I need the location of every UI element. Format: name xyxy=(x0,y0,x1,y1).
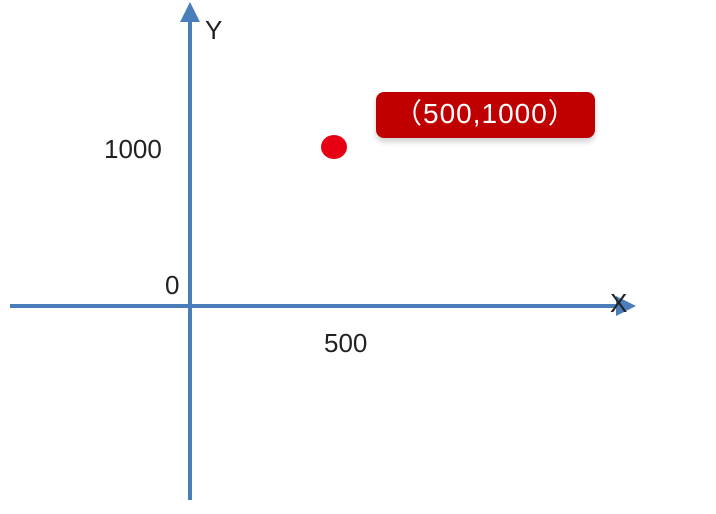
data-point xyxy=(321,135,347,159)
x-axis-line xyxy=(10,304,618,308)
x-tick-500: 500 xyxy=(324,328,367,359)
y-tick-1000: 1000 xyxy=(104,134,162,165)
point-callout: （500,1000） xyxy=(376,92,595,138)
coordinate-plane: Y X 0 1000 500 （500,1000） xyxy=(0,0,716,514)
x-axis-label: X xyxy=(610,288,627,319)
origin-label: 0 xyxy=(165,270,179,301)
y-axis-line xyxy=(188,20,192,500)
y-axis-arrow-icon xyxy=(180,2,200,22)
y-axis-label: Y xyxy=(205,15,222,46)
